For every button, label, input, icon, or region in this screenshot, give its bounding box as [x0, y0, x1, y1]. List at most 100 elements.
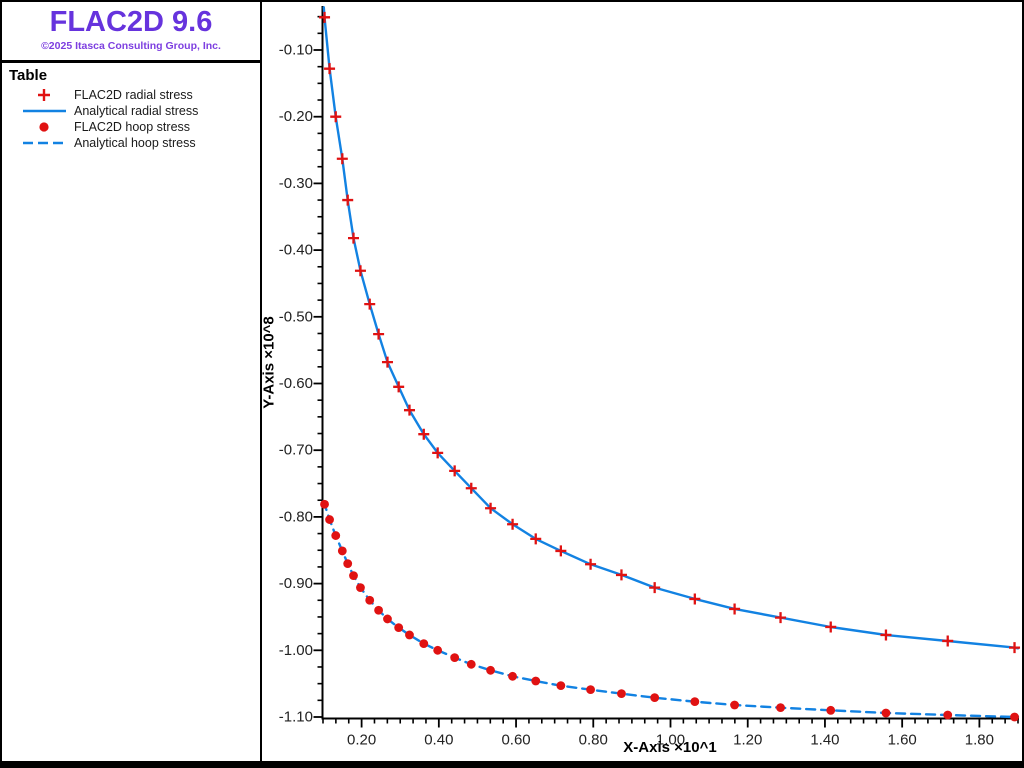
y-tick-label: -0.50	[279, 308, 313, 325]
y-tick-label: -0.30	[279, 175, 313, 192]
hoop-stress-dot-marker	[556, 681, 566, 691]
hoop-stress-dot-marker	[690, 697, 700, 707]
hoop-stress-dot-marker	[325, 515, 334, 524]
bottom-border-bar	[2, 761, 1022, 766]
analytical-hoop-curve	[321, 500, 1020, 719]
radial-stress-plus-marker	[1009, 642, 1021, 654]
y-tick-label: -1.10	[279, 709, 313, 726]
y-tick-label: -0.80	[279, 508, 313, 525]
radial-stress-plus-marker	[348, 232, 360, 244]
hoop-stress-dot-marker	[486, 665, 495, 675]
legend-item-label: FLAC2D hoop stress	[74, 120, 191, 134]
x-tick-label: 1.60	[888, 731, 917, 748]
hoop-stress-dot-marker	[531, 676, 541, 686]
radial-stress-plus-marker	[342, 194, 354, 206]
legend-item-analytical-radial: Analytical radial stress	[2, 103, 260, 119]
radial-stress-plus-marker	[485, 502, 497, 514]
radial-stress-plus-marker	[354, 265, 366, 277]
radial-stress-plus-marker	[403, 404, 415, 416]
hoop-stress-dot-marker	[508, 671, 517, 681]
copyright-text: ©2025 Itasca Consulting Group, Inc.	[41, 40, 221, 52]
title-separator-line	[2, 60, 260, 63]
radial-stress-plus-marker	[364, 298, 376, 310]
radial-stress-plus-marker	[615, 569, 627, 581]
hoop-stress-dot-marker	[881, 708, 891, 718]
hoop-stress-dot-marker	[586, 685, 595, 695]
hoop-stress-dot-marker	[433, 645, 443, 655]
legend-item-flac2d-radial: FLAC2D radial stress	[2, 87, 260, 103]
y-tick-label: -1.00	[279, 642, 313, 659]
x-tick-label: 1.80	[965, 731, 994, 748]
y-tick-label: -0.10	[279, 42, 313, 59]
hoop-stress-dot-marker	[617, 689, 626, 699]
radial-stress-plus-marker	[432, 447, 444, 459]
x-tick-label: 1.20	[733, 731, 762, 748]
sidebar-divider-line	[260, 2, 262, 766]
hoop-stress-dot-marker	[356, 583, 365, 593]
radial-stress-plus-marker	[880, 629, 892, 641]
radial-stress-plus-marker	[465, 482, 477, 494]
legend-title: Table	[9, 67, 48, 84]
radial-stress-plus-marker	[555, 545, 567, 557]
hoop-stress-dot-marker	[650, 693, 660, 703]
app-title: FLAC2D 9.6	[49, 6, 213, 38]
solid-line-icon	[22, 103, 67, 119]
y-tick-label: -0.40	[279, 242, 313, 259]
x-tick-label: 0.80	[579, 731, 608, 748]
hoop-stress-dot-marker	[466, 659, 476, 669]
radial-stress-plus-marker	[942, 635, 954, 647]
hoop-stress-dot-marker	[337, 546, 347, 556]
plus-marker-icon	[22, 87, 67, 103]
plot-panel	[262, 2, 1022, 761]
hoop-stress-dot-marker	[343, 559, 353, 568]
hoop-stress-dot-marker	[320, 499, 329, 509]
legend-item-analytical-hoop: Analytical hoop stress	[2, 135, 260, 151]
radial-stress-plus-marker	[336, 153, 348, 165]
radial-stress-plus-marker	[319, 11, 331, 23]
radial-stress-plus-marker	[507, 518, 519, 530]
hoop-stress-dot-marker	[349, 571, 358, 580]
hoop-stress-dot-marker	[405, 630, 414, 640]
legend-item-flac2d-hoop: FLAC2D hoop stress	[2, 119, 260, 135]
hoop-stress-dot-marker	[374, 605, 383, 615]
hoop-stress-dot-marker	[383, 614, 392, 624]
hoop-stress-dot-marker	[776, 703, 785, 713]
y-tick-label: -0.20	[279, 108, 313, 125]
radial-stress-plus-marker	[393, 381, 405, 393]
radial-stress-plus-marker	[330, 111, 342, 123]
analytical-radial-curve	[322, 6, 1020, 650]
legend-item-label: FLAC2D radial stress	[74, 88, 193, 102]
radial-stress-plus-marker	[689, 593, 701, 605]
legend-item-label: Analytical hoop stress	[74, 136, 196, 150]
y-axis-title: Y-Axis ×10^8	[260, 316, 278, 409]
hoop-stress-dot-marker	[450, 653, 460, 663]
radial-stress-plus-marker	[825, 621, 837, 633]
radial-stress-plus-marker	[775, 612, 787, 624]
plot-sidebar: FLAC2D 9.6 ©2025 Itasca Consulting Group…	[2, 2, 260, 766]
hoop-stress-dot-marker	[730, 700, 739, 710]
x-tick-label: 1.40	[810, 731, 839, 748]
radial-stress-plus-marker	[324, 63, 336, 75]
x-axis-title: X-Axis ×10^1	[623, 739, 717, 756]
x-tick-label: 0.20	[347, 731, 376, 748]
x-tick-label: 0.40	[424, 731, 453, 748]
dot-marker-icon	[22, 119, 67, 135]
dashed-line-icon	[22, 135, 67, 151]
y-tick-label: -0.90	[279, 575, 313, 592]
y-tick-label: -0.70	[279, 442, 313, 459]
hoop-stress-dot-marker	[943, 710, 953, 720]
radial-stress-plus-marker	[418, 428, 430, 440]
legend-item-label: Analytical radial stress	[74, 104, 199, 118]
x-tick-label: 0.60	[501, 731, 530, 748]
x-tick-label: 1.00	[656, 731, 685, 748]
hoop-stress-dot-marker	[419, 639, 429, 649]
hoop-stress-dot-marker	[365, 595, 375, 605]
hoop-stress-dot-marker	[331, 531, 341, 540]
radial-stress-plus-marker	[530, 533, 542, 545]
radial-stress-plus-marker	[373, 328, 385, 340]
y-tick-label: -0.60	[279, 375, 313, 392]
hoop-stress-dot-marker	[394, 623, 404, 633]
radial-stress-plus-marker	[449, 465, 461, 477]
